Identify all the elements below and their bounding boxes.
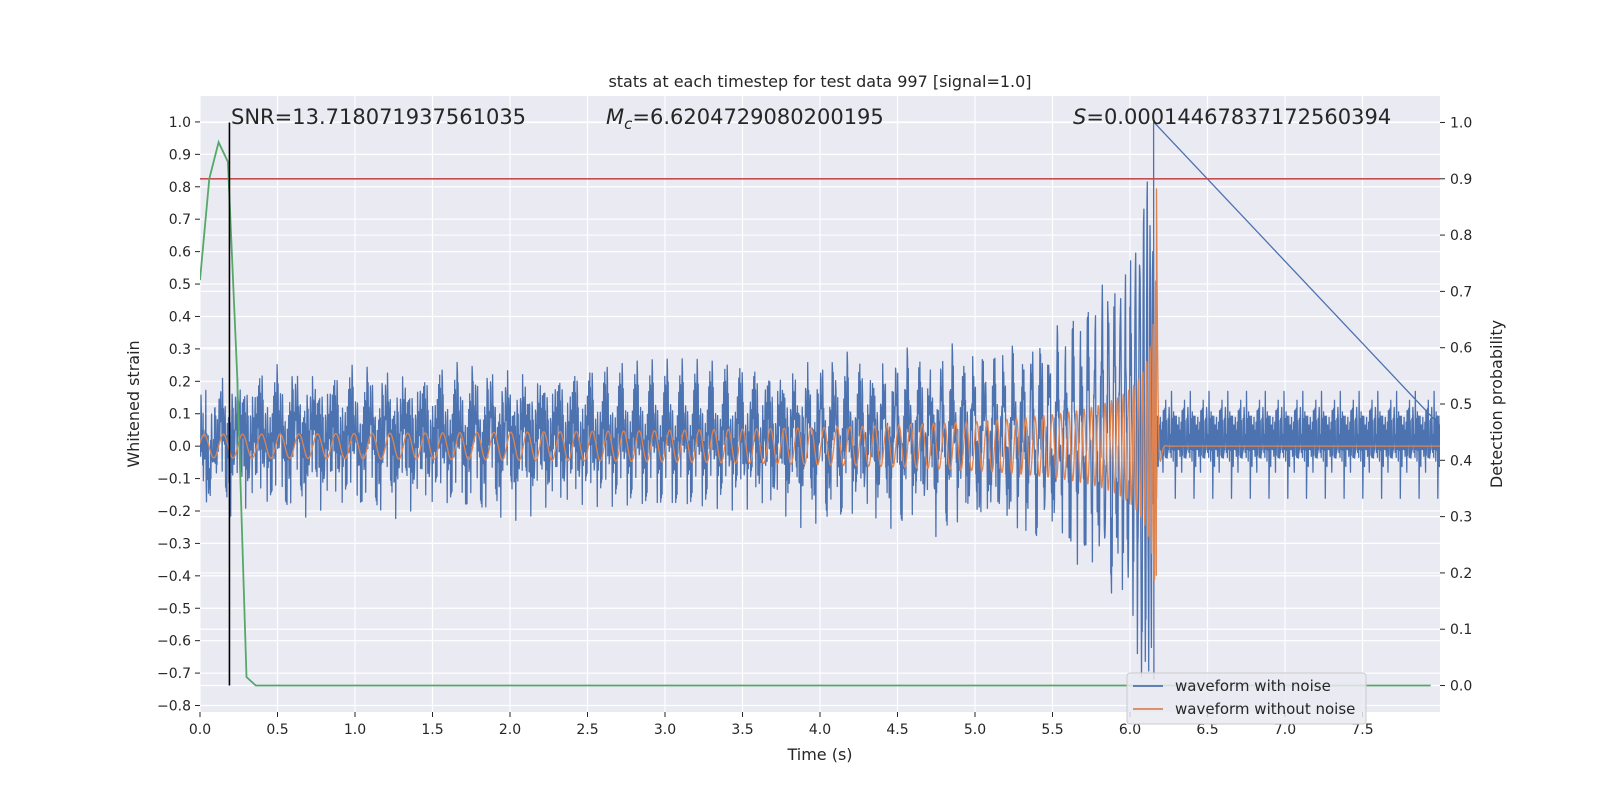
y-tick-label: −0.6 <box>157 634 191 650</box>
y2-tick-label: 0.9 <box>1450 172 1472 188</box>
y-tick-label: 0.3 <box>169 342 191 358</box>
x-tick-label: 4.0 <box>809 722 831 738</box>
legend-box <box>1126 672 1367 725</box>
y2-axis-ticks: 1.0 0.9 0.8 0.7 0.6 0.5 0.4 0.3 0.2 0.1 0.0 <box>1440 115 1472 695</box>
x-tick-label: 6.5 <box>1196 722 1218 738</box>
annotation-chirp-mass-value: =6.6204729080200195 <box>632 105 883 129</box>
x-axis-label: Time (s) <box>786 745 852 764</box>
legend-label-waveform-with-noise: waveform with noise <box>1175 677 1331 695</box>
x-tick-label: 2.5 <box>576 722 598 738</box>
x-axis-ticks: 0.0 0.5 1.0 1.5 2.0 2.5 3.0 3.5 4.0 4.5 5.0 5.5 6.0 6… <box>189 712 1374 738</box>
y-tick-label: −0.7 <box>157 666 191 682</box>
y-tick-label: −0.8 <box>157 699 191 715</box>
y-tick-label: 0.5 <box>169 277 191 293</box>
x-tick-label: 5.5 <box>1041 722 1063 738</box>
annotation-chirp-mass: Mc=6.6204729080200195 <box>606 105 884 133</box>
y-tick-label: −0.4 <box>157 569 191 585</box>
x-tick-label: 3.0 <box>654 722 676 738</box>
x-tick-label: 6.0 <box>1119 722 1141 738</box>
series-line-waveform-without-noise <box>200 188 1440 581</box>
annotation-snr: SNR=13.718071937561035 <box>231 105 526 129</box>
x-tick-label: 0.0 <box>189 722 211 738</box>
y-tick-label: 1.0 <box>169 115 191 131</box>
x-tick-label: 7.5 <box>1351 722 1373 738</box>
y2-tick-label: 0.2 <box>1450 566 1472 582</box>
y-axis-label: Whitened strain <box>124 340 143 467</box>
y2-tick-label: 0.3 <box>1450 510 1472 526</box>
x-tick-label: 4.5 <box>886 722 908 738</box>
x-tick-label: 1.5 <box>421 722 443 738</box>
y-tick-label: 0.7 <box>169 212 191 228</box>
x-tick-label: 3.5 <box>731 722 753 738</box>
y-tick-label: −0.5 <box>157 601 191 617</box>
x-tick-label: 0.5 <box>266 722 288 738</box>
y-tick-label: 0.4 <box>169 309 191 325</box>
chart-title: stats at each timestep for test data 997… <box>608 72 1031 91</box>
y2-tick-label: 0.4 <box>1450 453 1472 469</box>
annotation-s-value: =0.00014467837172560394 <box>1086 105 1391 129</box>
y-tick-label: −0.3 <box>157 536 191 552</box>
y-tick-label: 0.1 <box>169 407 191 423</box>
y-tick-label: 0.0 <box>169 439 191 455</box>
y2-tick-label: 0.5 <box>1450 397 1472 413</box>
y2-tick-label: 1.0 <box>1450 115 1472 131</box>
y-tick-label: −0.1 <box>157 472 191 488</box>
y-tick-label: 0.8 <box>169 180 191 196</box>
y-tick-label: 0.9 <box>169 147 191 163</box>
y-tick-label: 0.2 <box>169 374 191 390</box>
y-tick-label: −0.2 <box>157 504 191 520</box>
x-tick-label: 5.0 <box>964 722 986 738</box>
y2-axis-label: Detection probability <box>1487 320 1506 488</box>
y-tick-label: 0.6 <box>169 245 191 261</box>
y2-tick-label: 0.6 <box>1450 341 1472 357</box>
x-tick-label: 7.0 <box>1274 722 1296 738</box>
annotation-chirp-mass-symbol: M <box>606 105 624 129</box>
legend-label-waveform-without-noise: waveform without noise <box>1175 700 1355 718</box>
annotation-s-symbol: S <box>1073 105 1086 129</box>
y2-tick-label: 0.0 <box>1450 679 1472 695</box>
y2-tick-label: 0.7 <box>1450 284 1472 300</box>
annotation-chirp-mass-subscript: c <box>624 115 633 133</box>
annotation-s: S=0.00014467837172560394 <box>1073 105 1391 129</box>
x-tick-label: 1.0 <box>344 722 366 738</box>
series-line-detection-probability <box>200 139 1431 687</box>
y2-tick-label: 0.1 <box>1450 622 1472 638</box>
y-axis-ticks: 1.0 0.9 0.8 0.7 0.6 0.5 0.4 0.3 0.2 0.1 0.0 −0.1 −0.… <box>157 115 200 715</box>
x-tick-label: 2.0 <box>499 722 521 738</box>
y2-tick-label: 0.8 <box>1450 228 1472 244</box>
legend: waveform with noise waveform without noi… <box>1126 672 1367 725</box>
